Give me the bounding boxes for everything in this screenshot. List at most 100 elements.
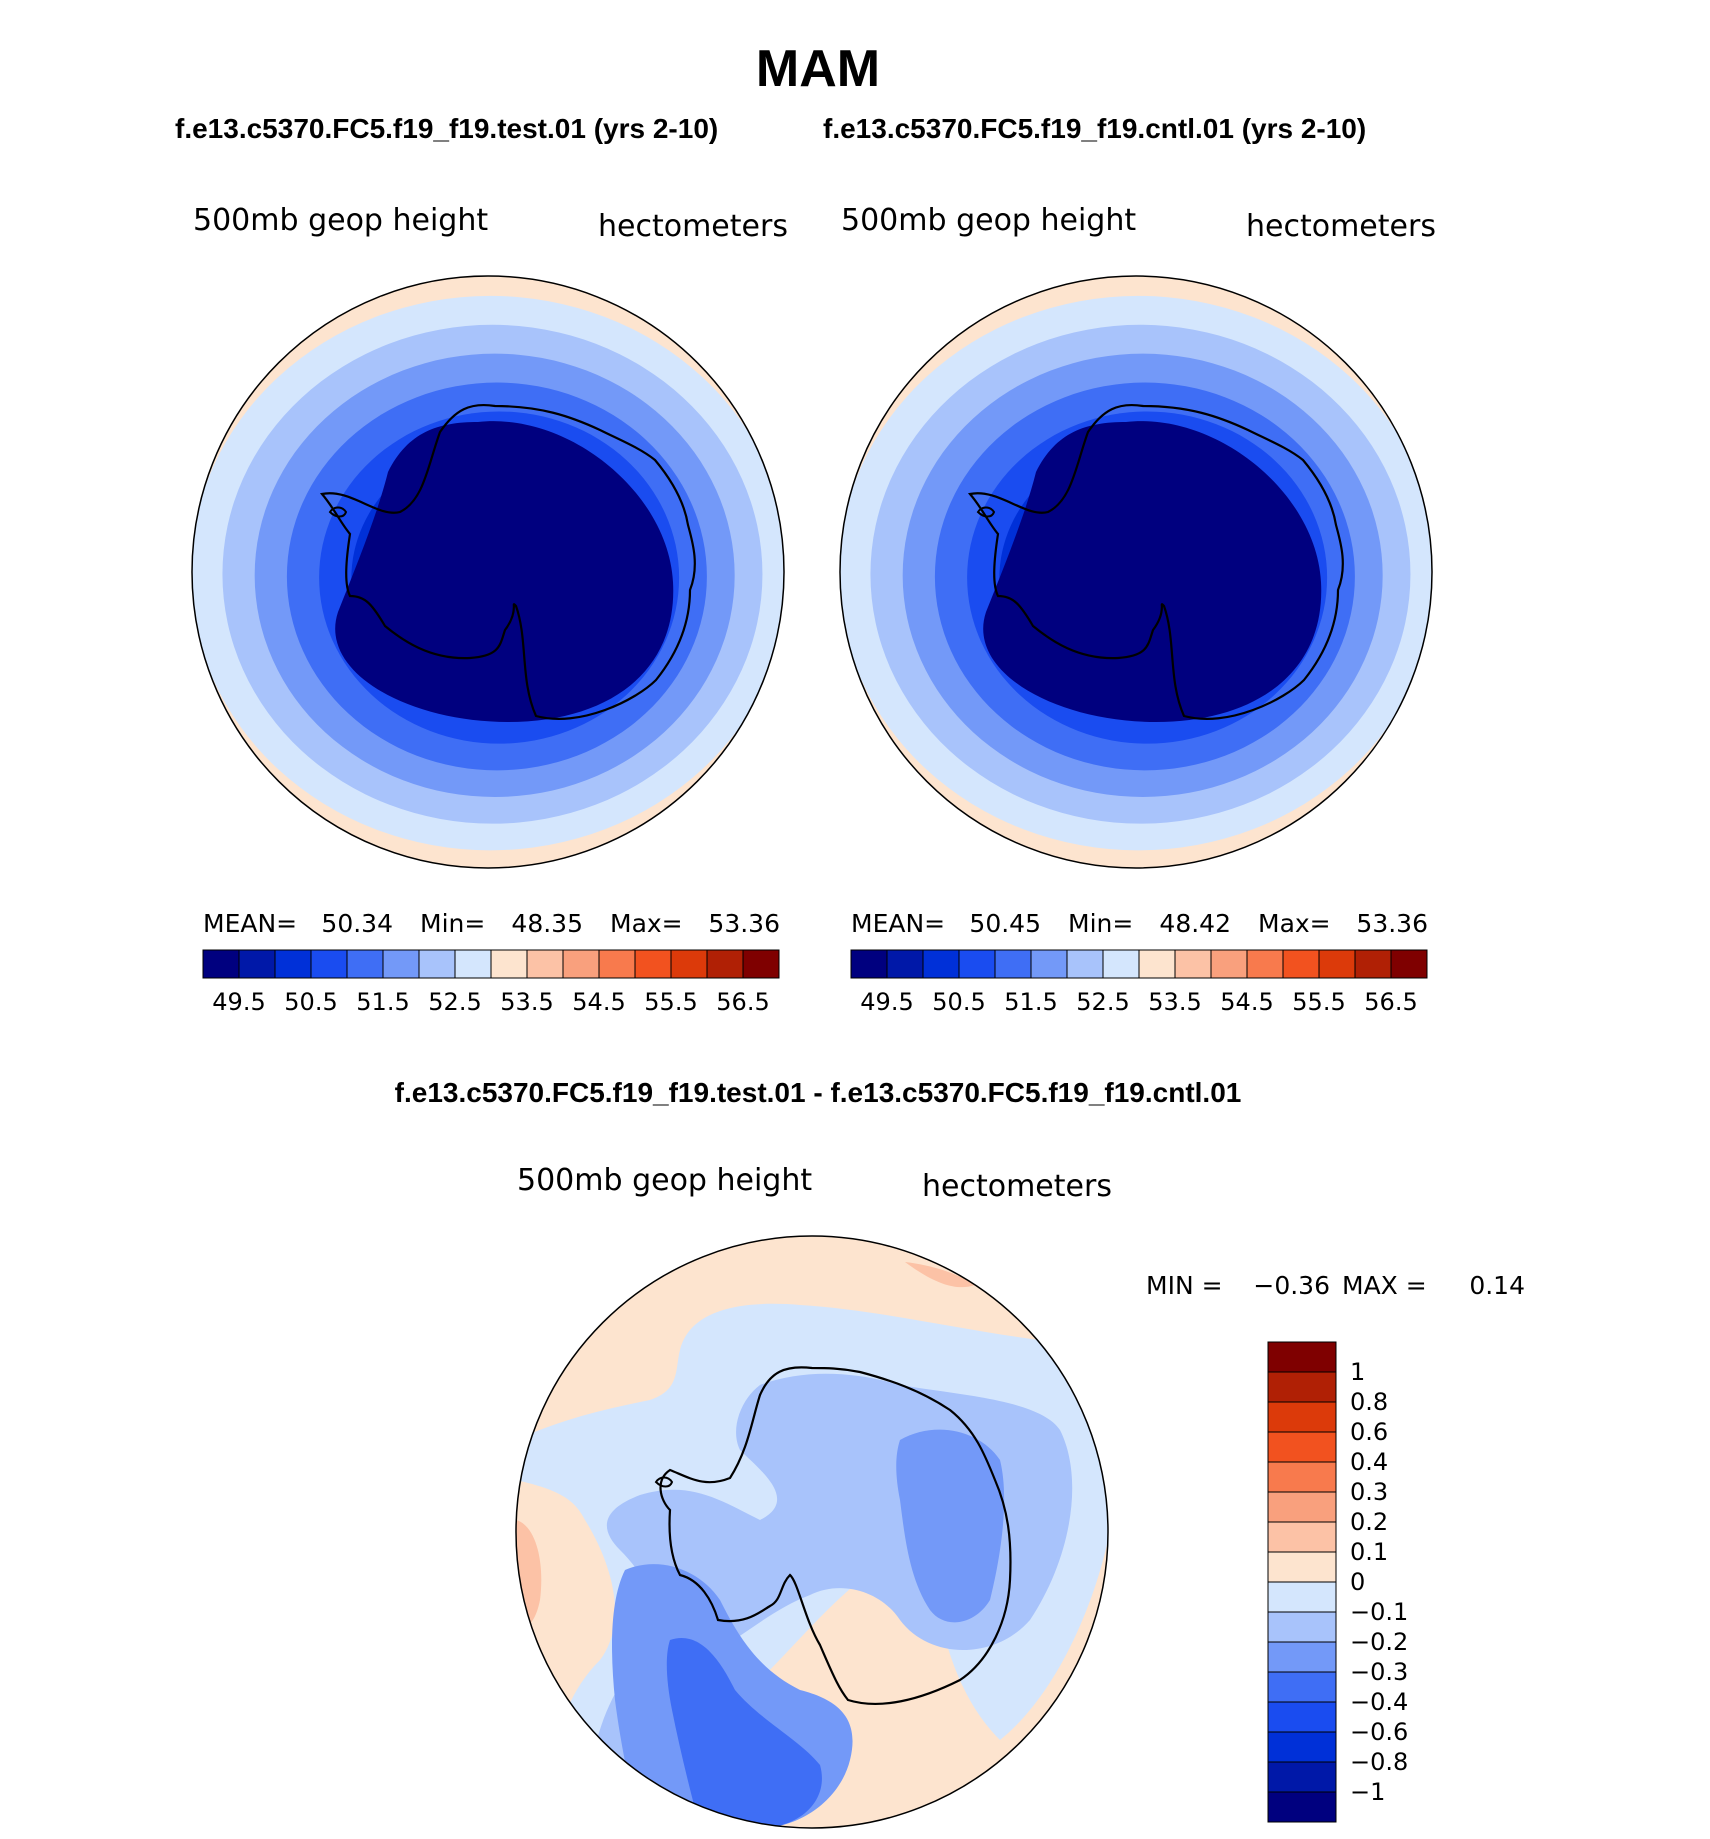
colorbar-box	[598, 949, 636, 979]
colorbar-box	[994, 949, 1032, 979]
colorbar-tick-label: 55.5	[1292, 988, 1345, 1016]
colorbar-box	[418, 949, 456, 979]
min-value: 48.35	[511, 909, 583, 938]
mean-label: MEAN=	[851, 909, 945, 938]
max-label: Max=	[1258, 909, 1331, 938]
colorbar-box	[562, 949, 600, 979]
min-label: Min=	[1068, 909, 1133, 938]
colorbar-tick-label: 1	[1350, 1358, 1365, 1386]
colorbar-tick-label: 56.5	[716, 988, 769, 1016]
colorbar-box	[1267, 1461, 1337, 1493]
colorbar-box	[1267, 1791, 1337, 1823]
colorbar-tick-label: −0.8	[1350, 1748, 1408, 1776]
colorbar-box	[706, 949, 744, 979]
colorbar-box	[202, 949, 240, 979]
colorbar-box	[1267, 1761, 1337, 1793]
colorbar-tick-label: 54.5	[1220, 988, 1273, 1016]
variable-label: 500mb geop height	[517, 1163, 812, 1198]
colorbar-box	[1267, 1521, 1337, 1553]
variable-label: 500mb geop height	[193, 203, 488, 238]
contour-field	[840, 276, 1432, 868]
contour-bands	[192, 276, 784, 868]
coastline-island	[654, 1476, 674, 1488]
colorbar-tick-label: −0.6	[1350, 1718, 1408, 1746]
colorbar-tick-label: 53.5	[1148, 988, 1201, 1016]
colorbar-box	[886, 949, 924, 979]
contour-bands	[840, 276, 1432, 868]
colorbar-box	[670, 949, 708, 979]
map-boundary	[839, 275, 1433, 869]
mean-label: MEAN=	[203, 909, 297, 938]
colorbar-box	[1354, 949, 1392, 979]
mean-value: 50.34	[321, 909, 393, 938]
colorbar-tick-label: 51.5	[356, 988, 409, 1016]
units-label: hectometers	[922, 1169, 1112, 1204]
colorbar-tick-label: 54.5	[572, 988, 625, 1016]
colorbar-tick-label: 51.5	[1004, 988, 1057, 1016]
max-value: 53.36	[708, 909, 780, 938]
units-label: hectometers	[598, 209, 788, 244]
colorbar-tick-label: 49.5	[212, 988, 265, 1016]
colorbar-tick-label: 0.8	[1350, 1388, 1388, 1416]
panel-diff: 500mb geop height hectometers MIN = −0.3…	[515, 1163, 1525, 1829]
max-label: MAX =	[1342, 1271, 1427, 1300]
colorbar-tick-label: 0.2	[1350, 1508, 1388, 1536]
min-label: MIN =	[1146, 1271, 1223, 1300]
colorbar-box	[1318, 949, 1356, 979]
min-value: 48.42	[1159, 909, 1231, 938]
colorbar: 49.5 50.5 51.5 52.5 53.5 54.5 55.5 56.5	[850, 949, 1428, 1016]
colorbar-tick-label: −0.1	[1350, 1598, 1408, 1626]
colorbar-box	[922, 949, 960, 979]
colorbar-box	[1102, 949, 1140, 979]
min-label: Min=	[420, 909, 485, 938]
colorbar-box	[1066, 949, 1104, 979]
variable-label: 500mb geop height	[841, 203, 1136, 238]
colorbar-box	[346, 949, 384, 979]
coastline	[319, 404, 696, 720]
colorbar-box	[526, 949, 564, 979]
subtitle-test: f.e13.c5370.FC5.f19_f19.test.01 (yrs 2-1…	[175, 113, 718, 144]
subtitle-cntl: f.e13.c5370.FC5.f19_f19.cntl.01 (yrs 2-1…	[823, 113, 1366, 144]
colorbar-box	[1267, 1731, 1337, 1763]
contour-band	[666, 1638, 822, 1828]
colorbar: 49.5 50.5 51.5 52.5 53.5 54.5 55.5 56.5	[202, 949, 780, 1016]
colorbar-box	[634, 949, 672, 979]
colorbar-box	[1210, 949, 1248, 979]
colorbar: 10.80.60.40.30.20.10−0.1−0.2−0.3−0.4−0.6…	[1267, 1341, 1408, 1823]
min-value: −0.36	[1253, 1271, 1330, 1300]
colorbar-box	[1267, 1341, 1337, 1373]
contour-band	[896, 1429, 1005, 1623]
contour-band	[335, 421, 674, 722]
colorbar-box	[1267, 1701, 1337, 1733]
colorbar-tick-label: 0.1	[1350, 1538, 1388, 1566]
colorbar-box	[1030, 949, 1068, 979]
coastline	[659, 1366, 1012, 1706]
colorbar-box	[1246, 949, 1284, 979]
colorbar-tick-label: 0.3	[1350, 1478, 1388, 1506]
colorbar-box	[274, 949, 312, 979]
colorbar-box	[1267, 1671, 1337, 1703]
colorbar-tick-label: 56.5	[1364, 988, 1417, 1016]
colorbar-box	[1267, 1581, 1337, 1613]
colorbar-tick-label: 55.5	[644, 988, 697, 1016]
colorbar-box	[454, 949, 492, 979]
coastline-island	[976, 506, 996, 518]
colorbar-tick-label: 0.6	[1350, 1418, 1388, 1446]
colorbar-box	[1267, 1371, 1337, 1403]
panel-test: 500mb geop height hectometers MEAN= 50.3…	[191, 203, 788, 1016]
colorbar-box	[1267, 1491, 1337, 1523]
coastline-island	[328, 506, 348, 518]
panel-cntl: 500mb geop height hectometers MEAN= 50.4…	[839, 203, 1436, 1016]
colorbar-tick-label: 0	[1350, 1568, 1365, 1596]
units-label: hectometers	[1246, 209, 1436, 244]
colorbar-box	[958, 949, 996, 979]
max-value: 53.36	[1356, 909, 1428, 938]
colorbar-box	[1390, 949, 1428, 979]
colorbar-box	[1138, 949, 1176, 979]
colorbar-tick-label: −0.4	[1350, 1688, 1408, 1716]
colorbar-box	[1267, 1551, 1337, 1583]
colorbar-tick-label: 50.5	[284, 988, 337, 1016]
colorbar-box	[1267, 1401, 1337, 1433]
colorbar-box	[382, 949, 420, 979]
